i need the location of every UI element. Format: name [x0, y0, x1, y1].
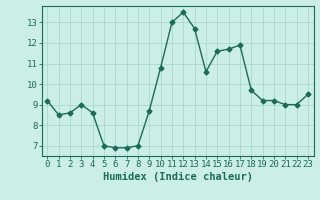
X-axis label: Humidex (Indice chaleur): Humidex (Indice chaleur) — [103, 172, 252, 182]
